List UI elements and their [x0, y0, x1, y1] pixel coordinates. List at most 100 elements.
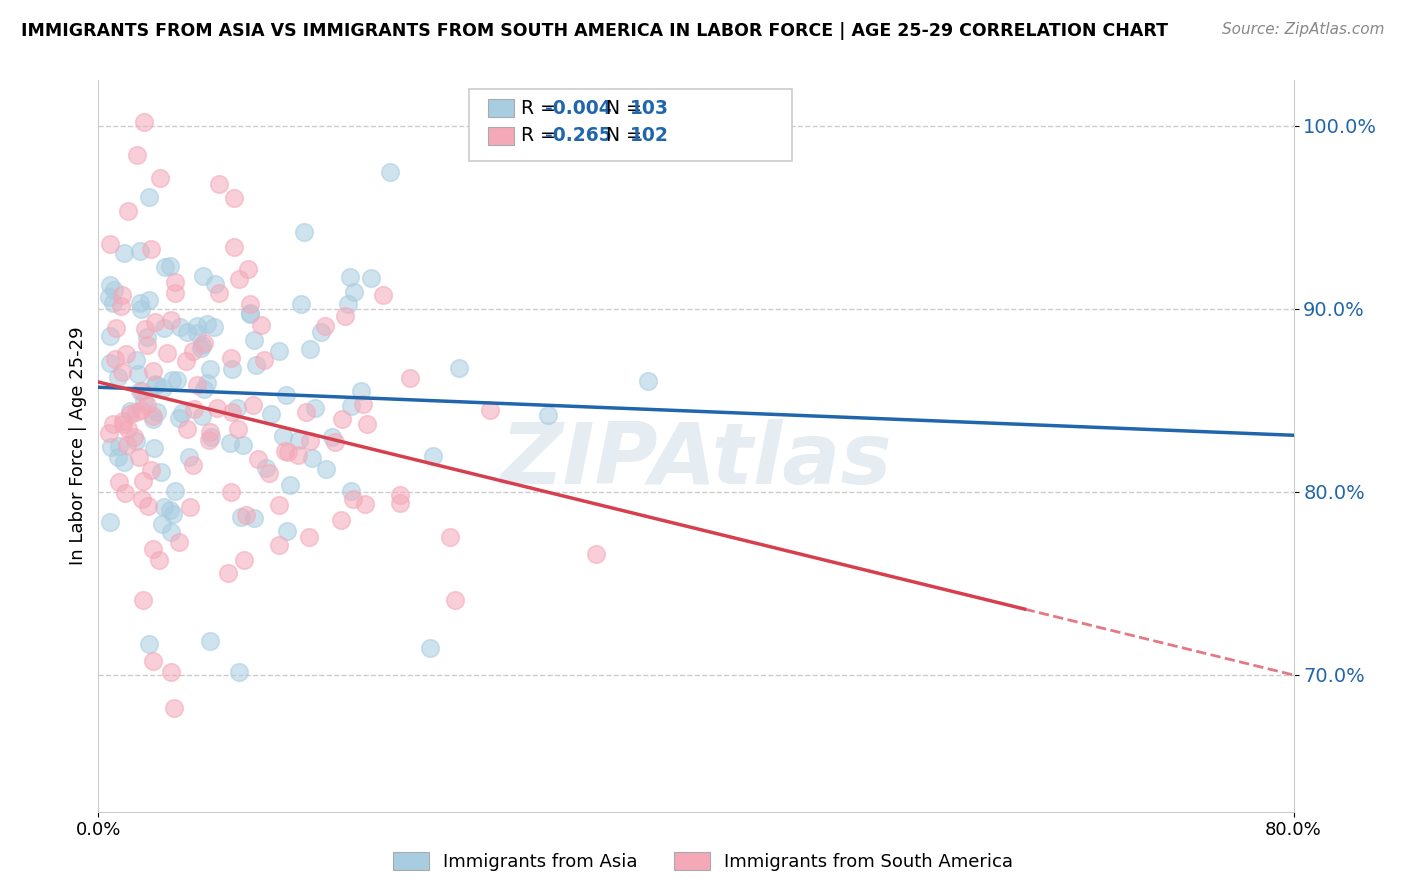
Point — [236, 262, 259, 277]
Point — [120, 404, 142, 418]
Point — [98, 329, 121, 343]
Point — [193, 382, 215, 396]
Point — [239, 306, 262, 320]
Point — [205, 401, 228, 416]
Point — [167, 535, 190, 549]
Point — [278, 477, 301, 491]
Point — [222, 240, 245, 254]
Point — [221, 404, 243, 418]
Point — [112, 455, 135, 469]
FancyBboxPatch shape — [488, 99, 515, 117]
Point — [232, 553, 254, 567]
Point — [136, 398, 159, 412]
Point — [98, 426, 121, 441]
Point — [181, 344, 204, 359]
Point — [304, 401, 326, 415]
Point — [128, 384, 150, 398]
Text: -0.004: -0.004 — [546, 99, 612, 118]
Point — [250, 318, 273, 332]
Point — [143, 315, 166, 329]
Point — [301, 450, 323, 465]
Point — [142, 654, 165, 668]
Point — [122, 429, 145, 443]
Point — [389, 496, 412, 510]
Point — [271, 428, 294, 442]
Point — [191, 268, 214, 283]
Point — [153, 321, 176, 335]
Point — [388, 488, 411, 502]
Point — [198, 425, 221, 439]
Point — [242, 398, 264, 412]
Point — [110, 299, 132, 313]
Point — [142, 411, 165, 425]
Point — [204, 277, 226, 291]
Point — [110, 365, 132, 379]
Point — [162, 508, 184, 522]
Point — [186, 326, 208, 340]
Point — [111, 288, 134, 302]
Point — [447, 361, 470, 376]
Point — [117, 421, 139, 435]
Point — [125, 405, 148, 419]
Point — [226, 401, 249, 415]
Point — [179, 500, 201, 514]
Point — [134, 322, 156, 336]
Point — [156, 346, 179, 360]
Point — [98, 290, 121, 304]
Point — [186, 377, 208, 392]
Point — [103, 296, 125, 310]
Point — [174, 354, 197, 368]
Point — [257, 467, 280, 481]
Point — [349, 384, 371, 398]
Point — [276, 524, 298, 539]
Point — [98, 515, 121, 529]
Point — [183, 402, 205, 417]
Point — [235, 508, 257, 523]
Point — [222, 191, 245, 205]
Point — [399, 370, 422, 384]
Point — [166, 373, 188, 387]
Point — [176, 422, 198, 436]
Point — [107, 450, 129, 465]
Point — [276, 444, 298, 458]
Point — [169, 411, 191, 425]
Point — [145, 405, 167, 419]
Point — [260, 408, 283, 422]
Text: R =: R = — [522, 127, 562, 145]
Point — [330, 412, 353, 426]
Point — [100, 440, 122, 454]
Point — [373, 288, 395, 302]
Point — [135, 338, 157, 352]
Point — [170, 406, 193, 420]
Text: IMMIGRANTS FROM ASIA VS IMMIGRANTS FROM SOUTH AMERICA IN LABOR FORCE | AGE 25-29: IMMIGRANTS FROM ASIA VS IMMIGRANTS FROM … — [21, 22, 1168, 40]
Point — [127, 368, 149, 382]
Point — [134, 393, 156, 408]
Point — [104, 351, 127, 366]
FancyBboxPatch shape — [488, 127, 515, 145]
Point — [148, 552, 170, 566]
Point — [226, 422, 249, 436]
Point — [333, 309, 356, 323]
Point — [298, 530, 321, 544]
Point — [111, 417, 134, 431]
Point — [336, 297, 359, 311]
Point — [107, 439, 129, 453]
Point — [198, 633, 221, 648]
Point — [101, 417, 124, 431]
Point — [422, 449, 444, 463]
Point — [169, 320, 191, 334]
Point — [145, 377, 167, 392]
Point — [343, 285, 366, 299]
Point — [245, 358, 267, 372]
Point — [360, 271, 382, 285]
Point — [276, 388, 298, 402]
Point — [135, 330, 157, 344]
Y-axis label: In Labor Force | Age 25-29: In Labor Force | Age 25-29 — [69, 326, 87, 566]
Point — [190, 342, 212, 356]
Text: N =: N = — [595, 99, 648, 118]
Point — [163, 275, 186, 289]
Point — [176, 325, 198, 339]
Point — [163, 701, 186, 715]
Point — [118, 407, 141, 421]
Point — [143, 376, 166, 391]
